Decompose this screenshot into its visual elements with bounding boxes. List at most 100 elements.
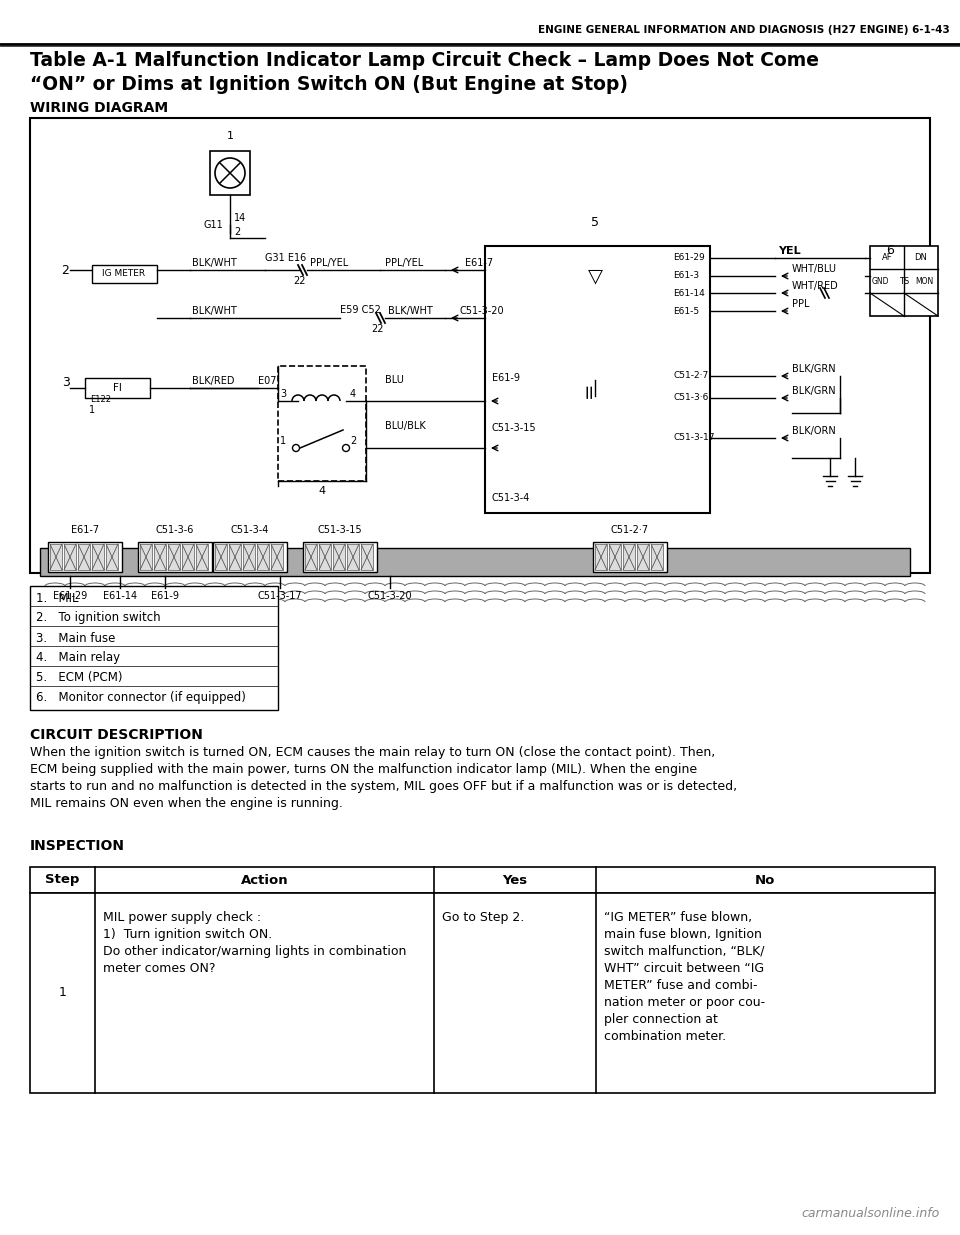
- Text: BLK/WHT: BLK/WHT: [192, 306, 237, 316]
- Text: E61-7: E61-7: [71, 525, 99, 535]
- Bar: [106, 543, 118, 571]
- Bar: [870, 246, 938, 316]
- Text: PPL: PPL: [792, 299, 809, 309]
- Text: nation meter or poor cou-: nation meter or poor cou-: [604, 995, 765, 1009]
- Text: IG METER: IG METER: [103, 269, 146, 279]
- Bar: [361, 543, 373, 571]
- Text: YEL: YEL: [778, 246, 801, 256]
- Bar: [651, 543, 663, 571]
- Bar: [623, 543, 635, 571]
- Text: C51-3-4: C51-3-4: [230, 525, 269, 535]
- Bar: [154, 543, 166, 571]
- Text: C51-3·6: C51-3·6: [673, 394, 708, 403]
- Bar: [593, 542, 667, 572]
- Text: ▽: ▽: [588, 267, 603, 285]
- Text: 3: 3: [280, 389, 286, 399]
- Text: E61-9: E61-9: [151, 592, 179, 601]
- Text: 5: 5: [591, 216, 599, 230]
- Text: C51-2·7: C51-2·7: [673, 372, 708, 380]
- Text: 4: 4: [319, 487, 325, 496]
- Text: Table A-1 Malfunction Indicator Lamp Circuit Check – Lamp Does Not Come: Table A-1 Malfunction Indicator Lamp Cir…: [30, 51, 819, 69]
- Text: E122: E122: [90, 395, 111, 405]
- Text: E07: E07: [258, 375, 276, 387]
- Bar: [85, 378, 150, 398]
- Text: E61-29: E61-29: [673, 253, 705, 263]
- Text: TS: TS: [899, 277, 909, 285]
- Text: “IG METER” fuse blown,: “IG METER” fuse blown,: [604, 911, 752, 924]
- Text: combination meter.: combination meter.: [604, 1030, 726, 1044]
- Bar: [609, 543, 621, 571]
- Bar: [213, 542, 287, 572]
- Text: E61-7: E61-7: [465, 258, 493, 268]
- Text: C51-3-20: C51-3-20: [460, 306, 505, 316]
- Text: 1: 1: [89, 405, 95, 415]
- Bar: [30, 893, 935, 1093]
- Text: WIRING DIAGRAM: WIRING DIAGRAM: [30, 101, 168, 115]
- Text: DN: DN: [915, 253, 927, 263]
- Text: BLU: BLU: [385, 375, 404, 385]
- Bar: [140, 543, 152, 571]
- Text: Go to Step 2.: Go to Step 2.: [442, 911, 524, 924]
- Text: ECM being supplied with the main power, turns ON the malfunction indicator lamp : ECM being supplied with the main power, …: [30, 763, 697, 776]
- Bar: [278, 366, 366, 480]
- Bar: [48, 542, 122, 572]
- Text: C51-3-6: C51-3-6: [156, 525, 194, 535]
- Text: 14: 14: [234, 212, 247, 224]
- Text: Yes: Yes: [502, 873, 528, 887]
- Text: pler connection at: pler connection at: [604, 1013, 718, 1026]
- Text: 6.   Monitor connector (if equipped): 6. Monitor connector (if equipped): [36, 692, 246, 704]
- Text: meter comes ON?: meter comes ON?: [103, 962, 215, 974]
- Bar: [182, 543, 194, 571]
- Text: Step: Step: [45, 873, 80, 887]
- Text: ENGINE GENERAL INFORMATION AND DIAGNOSIS (H27 ENGINE) 6-1-43: ENGINE GENERAL INFORMATION AND DIAGNOSIS…: [539, 25, 950, 35]
- Text: C51-3-4: C51-3-4: [492, 493, 530, 503]
- Bar: [30, 867, 935, 893]
- Text: BLK/WHT: BLK/WHT: [388, 306, 433, 316]
- Text: G11: G11: [203, 220, 223, 230]
- Text: FI: FI: [112, 383, 121, 393]
- Bar: [50, 543, 62, 571]
- Text: 4.   Main relay: 4. Main relay: [36, 652, 120, 664]
- Text: MON: MON: [915, 277, 933, 285]
- Text: Action: Action: [241, 873, 288, 887]
- Text: 4: 4: [350, 389, 356, 399]
- Text: E61-9: E61-9: [492, 373, 520, 383]
- Text: E61-29: E61-29: [53, 592, 87, 601]
- Text: When the ignition switch is turned ON, ECM causes the main relay to turn ON (clo: When the ignition switch is turned ON, E…: [30, 746, 715, 760]
- Text: PPL/YEL: PPL/YEL: [385, 258, 423, 268]
- Bar: [305, 543, 317, 571]
- Text: =: =: [579, 382, 597, 398]
- Bar: [347, 543, 359, 571]
- Bar: [243, 543, 255, 571]
- Text: E59 C52: E59 C52: [340, 305, 381, 315]
- Bar: [92, 266, 157, 283]
- Text: 1.   MIL: 1. MIL: [36, 592, 79, 604]
- Text: 1: 1: [280, 436, 286, 446]
- Bar: [92, 543, 104, 571]
- Text: BLK/GRN: BLK/GRN: [792, 387, 835, 396]
- Text: 3: 3: [62, 377, 70, 389]
- Bar: [210, 151, 250, 195]
- Text: INSPECTION: INSPECTION: [30, 839, 125, 853]
- Bar: [319, 543, 331, 571]
- Text: G31 E16: G31 E16: [265, 253, 306, 263]
- Text: Do other indicator/warning lights in combination: Do other indicator/warning lights in com…: [103, 945, 406, 958]
- Bar: [303, 542, 377, 572]
- Text: BLU/BLK: BLU/BLK: [385, 421, 425, 431]
- Text: C51-3-17: C51-3-17: [257, 592, 302, 601]
- Text: 2: 2: [61, 263, 69, 277]
- Text: E61-3: E61-3: [673, 272, 699, 280]
- Bar: [30, 585, 278, 710]
- Text: BLK/ORN: BLK/ORN: [792, 426, 836, 436]
- Text: PPL/YEL: PPL/YEL: [310, 258, 348, 268]
- Text: 2.   To ignition switch: 2. To ignition switch: [36, 611, 160, 625]
- Text: WHT” circuit between “IG: WHT” circuit between “IG: [604, 962, 764, 974]
- Text: main fuse blown, Ignition: main fuse blown, Ignition: [604, 927, 762, 941]
- Text: AF: AF: [881, 253, 892, 263]
- Bar: [595, 543, 607, 571]
- Bar: [485, 246, 710, 513]
- Text: C51-3-15: C51-3-15: [492, 424, 537, 433]
- Bar: [215, 543, 227, 571]
- Text: 1: 1: [59, 987, 66, 999]
- Text: “ON” or Dims at Ignition Switch ON (But Engine at Stop): “ON” or Dims at Ignition Switch ON (But …: [30, 74, 628, 94]
